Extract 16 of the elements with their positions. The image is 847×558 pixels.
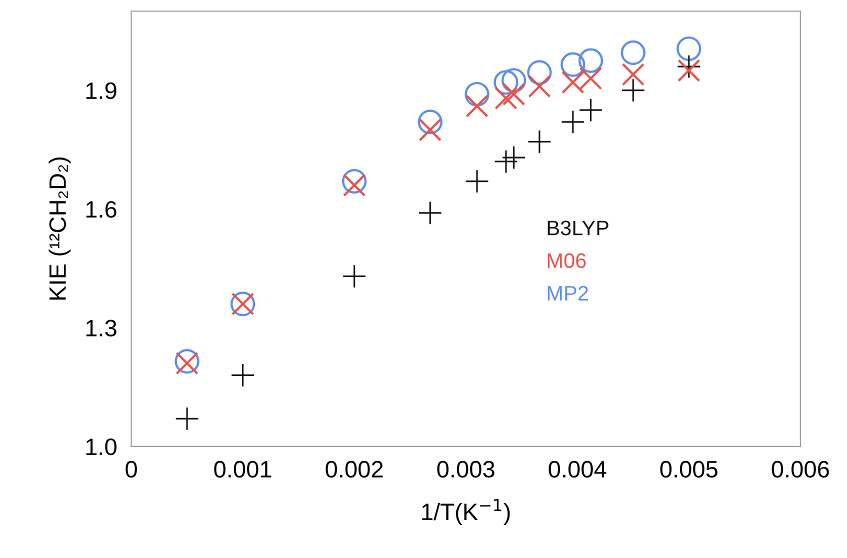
x-tick-label: 0.004 [548, 460, 606, 478]
text: M06 [548, 253, 586, 268]
x-tick-label: 0.005 [660, 460, 718, 478]
text: MP2 [548, 286, 588, 300]
x-tick-label: 0.001 [214, 460, 272, 478]
x-tick-label: 0.002 [326, 460, 383, 478]
x-axis-title: 1/T(K$^{−1}$) [422, 498, 510, 525]
y-tick-label: 1.9 [86, 82, 116, 100]
y-axis-title: KIE (¹²CH₂D₂) [48, 157, 71, 300]
y-tick-label: 1.6 [86, 201, 116, 218]
y-tick-label: 1.0 [86, 438, 116, 456]
x-tick-label: 0.006 [772, 460, 829, 478]
y-tick-label: 1.3 [86, 320, 116, 336]
x-tick-label: 0 [126, 460, 137, 478]
x-tick-label: 0.003 [437, 460, 494, 478]
text: B3LYP [548, 220, 608, 236]
